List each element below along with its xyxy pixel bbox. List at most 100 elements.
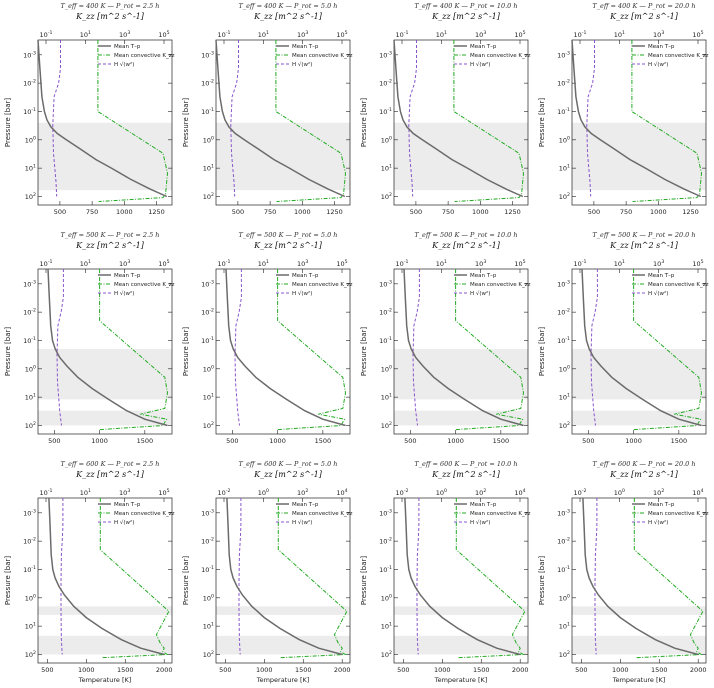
- chart-panel: T_eff = 500 K — P_rot = 10.0 h K_zz [m^2 …: [356, 229, 534, 458]
- y-tick-label: 100: [381, 135, 392, 144]
- top-x-tick-label: 101: [614, 30, 625, 39]
- hw-line: [590, 269, 598, 426]
- shaded-band: [38, 635, 172, 655]
- y-tick-label: 100: [203, 593, 214, 602]
- legend-label: Mean T–p: [470, 44, 497, 50]
- x-tick-label: 1500: [315, 437, 332, 445]
- chart-svg: 10-3 10-2 10-1 100 101 102 Pressure [bar] 500 10…: [538, 259, 709, 445]
- top-x-tick-label: 10-1: [218, 259, 231, 268]
- legend-label: Mean convective K_zz: [292, 282, 353, 288]
- y-axis-label: Pressure [bar]: [360, 98, 368, 147]
- y-tick-label: 102: [381, 421, 392, 430]
- panel-title: T_eff = 600 K — P_rot = 20.0 h: [592, 460, 696, 468]
- y-tick-label: 10-1: [23, 565, 36, 574]
- y-tick-label: 10-1: [379, 336, 392, 345]
- panel-title: T_eff = 500 K — P_rot = 2.5 h: [60, 231, 160, 239]
- kzz-axis-title: K_zz [m^2 s^-1]: [76, 12, 144, 21]
- tp-line: [37, 39, 168, 198]
- x-tick-label: 500: [404, 437, 416, 445]
- legend-label: Mean convective K_zz: [114, 53, 175, 59]
- tp-line: [393, 39, 524, 198]
- shaded-band: [38, 349, 172, 400]
- y-tick-label: 10-3: [379, 279, 392, 288]
- top-x-tick-label: 101: [436, 259, 447, 268]
- y-tick-label: 100: [203, 135, 214, 144]
- hw-line: [60, 498, 64, 655]
- x-tick-label: 2000: [156, 666, 173, 674]
- panel-title: T_eff = 600 K — P_rot = 10.0 h: [414, 460, 518, 468]
- y-tick-label: 10-2: [23, 308, 36, 317]
- top-x-tick-label: 102: [475, 488, 486, 497]
- x-tick-label: 2000: [334, 666, 351, 674]
- top-x-tick-label: 103: [119, 488, 130, 497]
- chart-svg: 10-3 10-2 10-1 100 101 102 Pressure [bar] 500 10…: [360, 259, 531, 445]
- y-tick-label: 101: [559, 622, 570, 631]
- shaded-band: [216, 635, 350, 655]
- chart-panel: T_eff = 600 K — P_rot = 20.0 h K_zz [m^2 …: [534, 458, 712, 687]
- y-tick-label: 101: [203, 622, 214, 631]
- chart-svg: 10-3 10-2 10-1 100 101 102 Pressure [bar] 500 10…: [182, 488, 353, 684]
- top-x-tick-label: 105: [158, 488, 169, 497]
- y-tick-label: 10-2: [23, 537, 36, 546]
- y-tick-label: 100: [381, 364, 392, 373]
- top-x-tick-label: 10-1: [40, 259, 53, 268]
- legend-label: H √(w²): [648, 290, 668, 297]
- panel-title: T_eff = 400 K — P_rot = 2.5 h: [60, 2, 160, 10]
- y-tick-label: 102: [25, 192, 36, 201]
- legend-label: Mean convective K_zz: [648, 282, 709, 288]
- y-tick-label: 101: [559, 393, 570, 402]
- chart-panel: T_eff = 400 K — P_rot = 5.0 h K_zz [m^2 s…: [178, 0, 356, 229]
- top-x-tick-label: 103: [653, 30, 664, 39]
- x-axis-label: Temperature [K]: [612, 676, 666, 684]
- top-x-tick-label: 10-1: [396, 259, 409, 268]
- x-tick-label: 500: [232, 208, 244, 216]
- hw-line: [594, 498, 598, 655]
- chart-panel: T_eff = 500 K — P_rot = 2.5 h K_zz [m^2 s…: [0, 229, 178, 458]
- chart-svg: 10-3 10-2 10-1 100 101 102 Pressure [bar] 500 75…: [182, 30, 353, 216]
- shaded-band: [394, 349, 528, 400]
- kzz-axis-title: K_zz [m^2 s^-1]: [610, 12, 678, 21]
- legend-label: Mean T–p: [648, 502, 675, 508]
- chart-panel: T_eff = 400 K — P_rot = 10.0 h K_zz [m^2 …: [356, 0, 534, 229]
- y-tick-label: 100: [559, 364, 570, 373]
- y-axis-label: Pressure [bar]: [182, 327, 190, 376]
- top-x-tick-label: 101: [436, 30, 447, 39]
- tp-line: [226, 497, 343, 656]
- x-tick-label: 500: [219, 666, 231, 674]
- y-tick-label: 102: [559, 421, 570, 430]
- tp-line: [404, 497, 521, 656]
- legend-label: Mean convective K_zz: [292, 511, 353, 517]
- x-tick-label: 500: [582, 437, 594, 445]
- x-tick-label: 1000: [294, 208, 311, 216]
- kzz-axis-title: K_zz [m^2 s^-1]: [254, 470, 322, 479]
- panel-title: T_eff = 500 K — P_rot = 5.0 h: [238, 231, 338, 239]
- kzz-axis-title: K_zz [m^2 s^-1]: [76, 241, 144, 250]
- kzz-axis-title: K_zz [m^2 s^-1]: [254, 241, 322, 250]
- x-tick-label: 1000: [472, 208, 489, 216]
- chart-svg: 10-3 10-2 10-1 100 101 102 Pressure [bar] 500 75…: [360, 30, 531, 216]
- y-tick-label: 102: [381, 650, 392, 659]
- tp-line: [48, 497, 165, 656]
- x-tick-label: 1500: [295, 666, 312, 674]
- top-x-tick-label: 103: [297, 259, 308, 268]
- panel-title: T_eff = 400 K — P_rot = 20.0 h: [592, 2, 696, 10]
- y-tick-label: 101: [381, 393, 392, 402]
- kzz-line: [633, 269, 703, 431]
- legend-label: Mean convective K_zz: [114, 511, 175, 517]
- hw-line: [586, 40, 595, 197]
- legend-label: H √(w²): [114, 519, 134, 526]
- top-x-tick-label: 10-2: [218, 488, 231, 497]
- x-tick-label: 1500: [137, 437, 154, 445]
- top-x-tick-label: 10-2: [396, 488, 409, 497]
- y-tick-label: 10-1: [557, 565, 570, 574]
- legend-label: Mean T–p: [648, 273, 675, 279]
- y-tick-label: 10-3: [557, 508, 570, 517]
- plot-frame: [37, 39, 173, 206]
- top-x-tick-label: 105: [336, 30, 347, 39]
- plot-frame: [37, 497, 173, 664]
- hw-line: [412, 269, 420, 426]
- legend-label: Mean T–p: [114, 273, 141, 279]
- chart-panel: T_eff = 500 K — P_rot = 5.0 h K_zz [m^2 s…: [178, 229, 356, 458]
- kzz-axis-title: K_zz [m^2 s^-1]: [432, 241, 500, 250]
